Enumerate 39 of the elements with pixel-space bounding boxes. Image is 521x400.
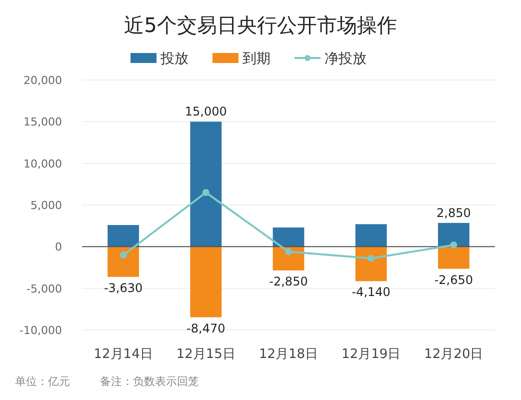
bar (190, 246, 222, 318)
legend-label: 投放 (160, 51, 188, 67)
point (120, 252, 127, 258)
point (368, 254, 375, 262)
x-tick-label: 12月14日 (94, 347, 153, 362)
y-tick-label: 10,000 (24, 157, 62, 170)
y-tick-label: 15,000 (24, 116, 62, 129)
data-label: -3,630 (104, 280, 143, 295)
y-tick-label: 20,000 (24, 74, 62, 87)
chart-title: 近5个交易日央行公开市场操作 (124, 13, 397, 37)
bar (108, 225, 139, 247)
data-label: -2,850 (269, 274, 308, 288)
text: 单位：亿元 (15, 375, 70, 388)
y-tick-label: 5,000 (30, 199, 62, 212)
data-label: 2,850 (436, 206, 471, 220)
y-tick-label: 0 (55, 240, 62, 254)
point (450, 242, 458, 248)
bar (438, 222, 470, 247)
legend-label: 净投放 (324, 51, 366, 67)
bar (355, 224, 387, 247)
point (285, 248, 292, 256)
y-tick-label: -5,000 (26, 282, 62, 296)
y-tick-label: -10,000 (20, 324, 62, 337)
text: 备注：负数表示回笼 (100, 375, 199, 388)
data-label: -2,650 (434, 272, 474, 287)
x-tick-label: 12月20日 (424, 347, 484, 362)
bar (108, 246, 139, 277)
bar (355, 246, 387, 282)
data-label: -8,470 (186, 321, 226, 336)
x-tick-label: 12月18日 (258, 347, 318, 362)
data-label: 15,000 (184, 104, 227, 119)
data-label: -4,140 (352, 285, 390, 300)
x-tick-label: 12月19日 (342, 347, 401, 362)
legend-label: 到期 (242, 51, 270, 67)
bar (438, 246, 470, 269)
point (202, 189, 210, 196)
x-tick-label: 12月15日 (176, 347, 236, 362)
bar (272, 228, 304, 247)
bar (190, 122, 222, 247)
